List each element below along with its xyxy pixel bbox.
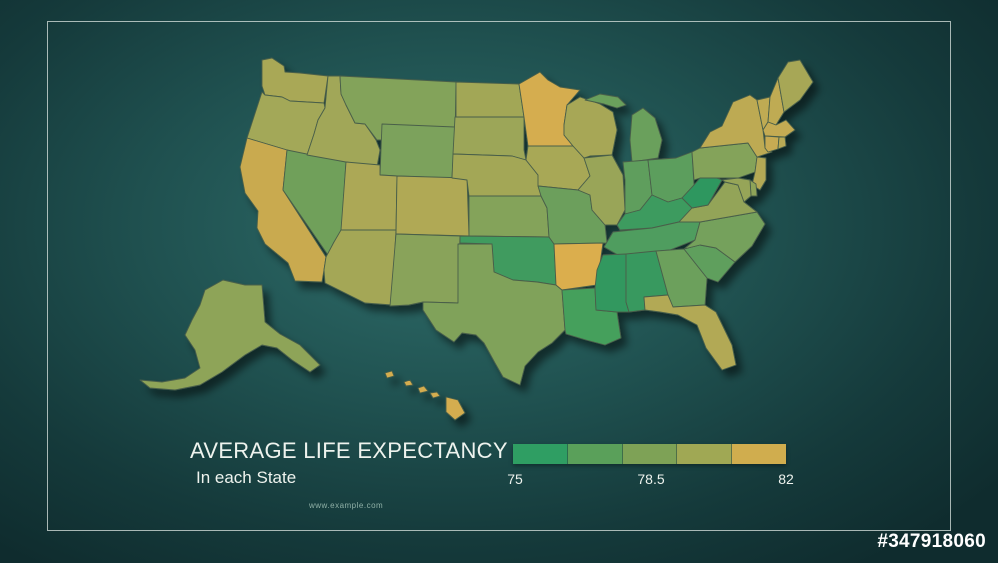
- state-ri[interactable]: [777, 136, 787, 150]
- legend-tick-min: 75: [507, 471, 523, 487]
- state-md[interactable]: [721, 177, 752, 203]
- legend-segment: [622, 444, 678, 464]
- legend-segment: [732, 444, 786, 464]
- legend-segment: [513, 444, 568, 464]
- stock-id-watermark: #347918060: [877, 531, 986, 552]
- state-me[interactable]: [777, 59, 814, 113]
- state-nm[interactable]: [389, 233, 461, 307]
- state-ma[interactable]: [762, 119, 796, 138]
- state-ca[interactable]: [239, 137, 327, 283]
- state-ct[interactable]: [764, 135, 780, 153]
- legend-segment: [567, 444, 623, 464]
- legend-color-scale: [513, 444, 786, 464]
- state-ks[interactable]: [468, 195, 550, 238]
- state-tx[interactable]: [422, 243, 566, 386]
- legend-segment: [677, 444, 733, 464]
- state-mi[interactable]: [584, 93, 663, 163]
- website-url: www.example.com: [309, 501, 384, 510]
- state-nd[interactable]: [455, 81, 525, 118]
- state-ak[interactable]: [139, 279, 321, 391]
- state-hi[interactable]: [384, 370, 466, 421]
- state-nj[interactable]: [751, 156, 767, 191]
- legend-title: AVERAGE LIFE EXPECTANCY: [190, 438, 508, 463]
- state-il[interactable]: [577, 154, 626, 226]
- state-ms[interactable]: [594, 253, 630, 313]
- frame-border: [47, 21, 951, 531]
- state-az[interactable]: [323, 229, 397, 306]
- state-sd[interactable]: [452, 116, 527, 161]
- legend-tick-max: 82: [778, 471, 794, 487]
- state-pa[interactable]: [691, 142, 758, 181]
- state-fl[interactable]: [643, 294, 737, 371]
- state-wy[interactable]: [379, 123, 456, 179]
- state-ar[interactable]: [553, 242, 604, 291]
- state-nc[interactable]: [683, 211, 766, 263]
- legend-subtitle: In each State: [196, 468, 297, 487]
- state-wa[interactable]: [261, 57, 329, 104]
- legend-tick-mid: 78.5: [637, 471, 665, 487]
- state-co[interactable]: [395, 175, 470, 237]
